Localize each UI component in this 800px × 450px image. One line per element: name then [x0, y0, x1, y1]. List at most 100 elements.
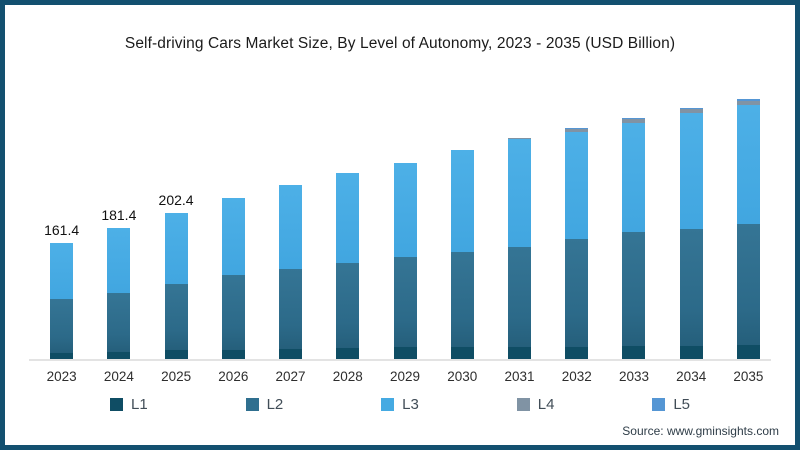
x-tick-label-2029: 2029 [390, 369, 421, 384]
stacked-bar-2030 [450, 150, 474, 359]
legend-item-l3: L3 [381, 396, 419, 413]
bar-segment-l2-2028 [336, 263, 360, 349]
stacked-bar-2024: 181.4 [101, 207, 136, 359]
stacked-bar-2031 [507, 137, 531, 359]
bar-segment-l2-2023 [50, 299, 74, 354]
stacked-bar-2032 [565, 127, 589, 359]
bar-column-2026 [205, 89, 262, 359]
x-axis-line [29, 359, 771, 361]
bar-segment-l1-2028 [336, 348, 360, 359]
bar-column-2029 [376, 89, 433, 359]
bar-column-2031 [491, 89, 548, 359]
x-tick-label-2027: 2027 [275, 369, 306, 384]
bar-segment-l3-2023 [50, 242, 74, 300]
bar-segment-l3-2025 [164, 213, 188, 284]
plot-area: 161.4 181.4 202.4 [33, 89, 777, 359]
bar-segment-l3-2033 [622, 122, 646, 233]
bar-segment-l1-2026 [221, 349, 245, 359]
bar-segment-l1-2027 [279, 348, 303, 359]
bar-segment-l2-2034 [679, 229, 703, 347]
bar-segment-l1-2033 [622, 346, 646, 359]
stacked-bar-2034 [679, 107, 703, 359]
bar-segment-l3-2026 [221, 198, 245, 275]
stacked-bar-2035 [736, 99, 760, 359]
x-tick-label-2035: 2035 [733, 369, 764, 384]
bar-segment-l3-2031 [507, 139, 531, 248]
bar-segment-l1-2031 [507, 346, 531, 359]
bar-segment-l1-2029 [393, 347, 417, 359]
bar-segment-l3-2028 [336, 173, 360, 264]
bar-segment-l3-2027 [279, 184, 303, 270]
x-tick-label-2025: 2025 [161, 369, 192, 384]
legend-swatch-l3 [381, 398, 395, 411]
stacked-bar-2033 [622, 117, 646, 359]
bar-column-2028 [319, 89, 376, 359]
bar-segment-l1-2035 [736, 344, 760, 359]
bar-segment-l5-2033 [622, 117, 646, 120]
bar-segment-l2-2030 [450, 252, 474, 347]
bar-column-2033 [605, 89, 662, 359]
bar-segment-l3-2029 [393, 163, 417, 258]
legend: L1 L2 L3 L4 L5 [110, 396, 690, 413]
bar-segment-l4-2031 [507, 137, 531, 140]
bar-segment-l2-2027 [279, 269, 303, 349]
bar-segment-l3-2030 [450, 150, 474, 253]
bar-segment-l2-2025 [164, 283, 188, 351]
stacked-bar-2026 [221, 198, 245, 359]
bar-column-2030 [434, 89, 491, 359]
x-tick-label-2034: 2034 [676, 369, 707, 384]
x-tick-label-2028: 2028 [332, 369, 363, 384]
x-tick-label-2030: 2030 [447, 369, 478, 384]
bar-value-label-2023: 161.4 [44, 221, 80, 238]
bar-segment-l1-2025 [164, 350, 188, 359]
stacked-bar-2023: 161.4 [44, 222, 79, 359]
legend-label-l2: L2 [266, 396, 284, 413]
bar-segment-l1-2023 [50, 353, 74, 359]
bar-segment-l2-2026 [221, 274, 245, 350]
legend-item-l1: L1 [110, 396, 148, 413]
stacked-bar-2028 [336, 173, 360, 359]
legend-label-l5: L5 [673, 396, 690, 413]
bar-segment-l1-2024 [107, 351, 131, 359]
bar-segment-l2-2031 [507, 247, 531, 347]
bar-column-2032 [548, 89, 605, 359]
source-note: Source: www.gminsights.com [622, 424, 779, 438]
bar-segment-l4-2035 [736, 100, 760, 105]
bar-segment-l5-2032 [565, 127, 589, 130]
bar-segment-l3-2034 [679, 113, 703, 230]
legend-item-l5: L5 [652, 396, 690, 413]
bar-segment-l4-2032 [565, 129, 589, 132]
bar-column-2024: 181.4 [90, 89, 147, 359]
bar-segment-l1-2034 [679, 346, 703, 359]
bar-column-2023: 161.4 [33, 89, 90, 359]
bar-segment-l2-2035 [736, 223, 760, 345]
stacked-bar-2029 [393, 163, 417, 359]
bar-segment-l1-2032 [565, 346, 589, 359]
bar-segment-l2-2032 [565, 238, 589, 347]
bar-segment-l2-2033 [622, 232, 646, 347]
x-axis-labels: 2023 2024 2025 2026 2027 2028 2029 2030 2031 2032… [33, 369, 777, 384]
x-tick-label-2032: 2032 [561, 369, 592, 384]
legend-swatch-l5 [652, 398, 666, 411]
bar-segment-l1-2030 [450, 346, 474, 359]
x-tick-label-2024: 2024 [103, 369, 134, 384]
bar-segment-l3-2032 [565, 131, 589, 239]
bar-value-label-2025: 202.4 [158, 192, 194, 209]
stacked-bar-2027 [279, 184, 303, 359]
legend-item-l4: L4 [516, 396, 554, 413]
legend-label-l1: L1 [131, 396, 148, 413]
bar-column-2025: 202.4 [147, 89, 204, 359]
bar-column-2034 [663, 89, 720, 359]
legend-swatch-l4 [516, 398, 530, 411]
bar-segment-l5-2035 [736, 99, 760, 101]
legend-swatch-l2 [245, 398, 259, 411]
bar-segment-l2-2029 [393, 257, 417, 348]
x-tick-label-2026: 2026 [218, 369, 249, 384]
bar-segment-l2-2024 [107, 292, 131, 352]
x-tick-label-2023: 2023 [46, 369, 77, 384]
bar-column-2027 [262, 89, 319, 359]
bar-segment-l5-2034 [679, 107, 703, 110]
chart-title: Self-driving Cars Market Size, By Level … [124, 35, 676, 52]
bar-segment-l4-2033 [622, 119, 646, 123]
